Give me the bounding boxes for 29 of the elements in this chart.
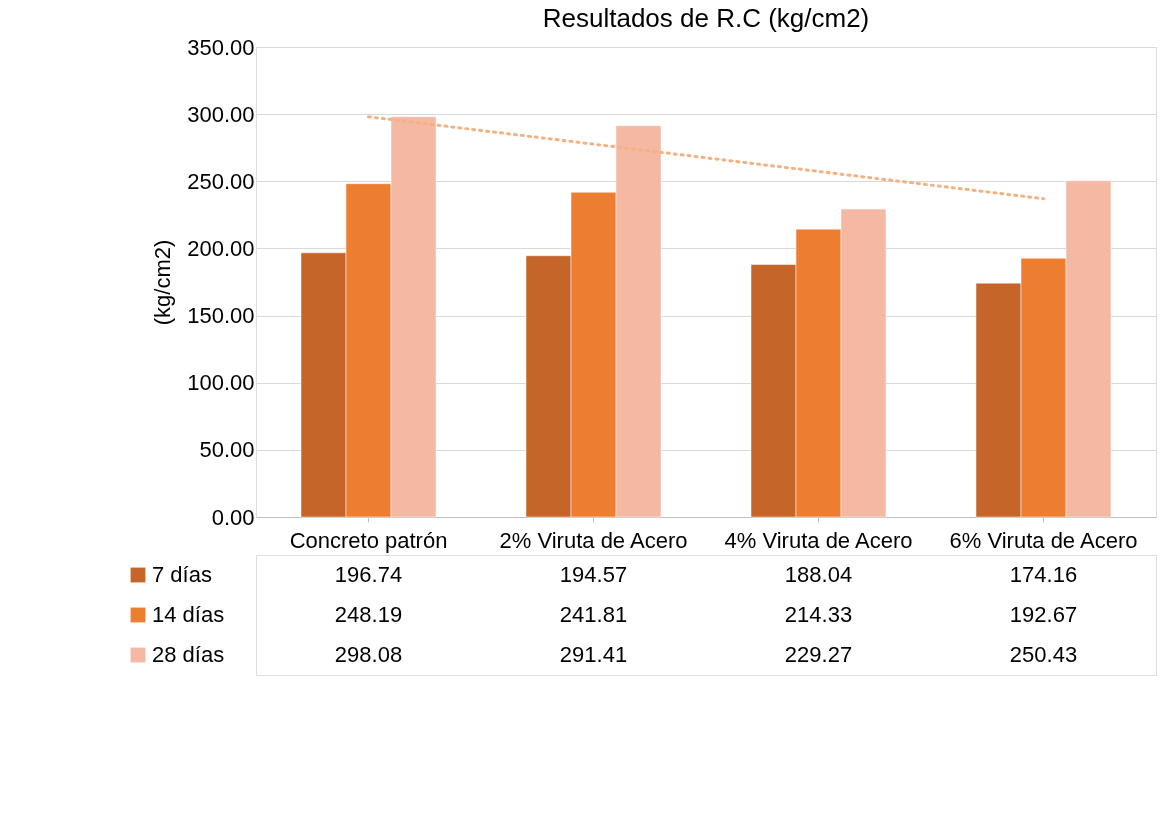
data-label: 192.67 <box>1009 602 1078 627</box>
y-tick-label: 0.00 <box>211 504 255 530</box>
legend-label: 14 días <box>152 602 225 627</box>
data-label: 188.04 <box>784 562 853 587</box>
x-tick-label: Concreto patrón <box>289 527 448 553</box>
x-tick-label: 6% Viruta de Acero <box>949 527 1138 553</box>
data-label: 196.74 <box>334 562 403 587</box>
data-label: 248.19 <box>334 602 403 627</box>
y-tick-label: 300.00 <box>187 101 255 127</box>
data-label: 229.27 <box>784 642 853 667</box>
data-label: 174.16 <box>1009 562 1078 587</box>
x-tick-label: 2% Viruta de Acero <box>499 527 688 553</box>
data-label: 241.81 <box>559 602 628 627</box>
chart-title: Resultados de R.C (kg/cm2) <box>542 3 870 33</box>
y-tick-label: 100.00 <box>187 370 255 396</box>
y-tick-label: 150.00 <box>187 303 255 329</box>
y-axis-title: (kg/cm2) <box>150 239 176 326</box>
legend-label: 7 días <box>152 562 212 587</box>
x-tick-label: 4% Viruta de Acero <box>724 527 913 553</box>
y-tick-label: 350.00 <box>187 34 255 60</box>
data-label: 214.33 <box>784 602 853 627</box>
y-tick-label: 250.00 <box>187 168 255 194</box>
data-label: 291.41 <box>559 642 628 667</box>
data-label: 194.57 <box>559 562 628 587</box>
y-tick-label: 50.00 <box>199 437 255 463</box>
data-label: 250.43 <box>1009 642 1078 667</box>
y-tick-label: 200.00 <box>187 235 255 261</box>
data-label: 298.08 <box>334 642 403 667</box>
legend-label: 28 días <box>152 642 225 667</box>
